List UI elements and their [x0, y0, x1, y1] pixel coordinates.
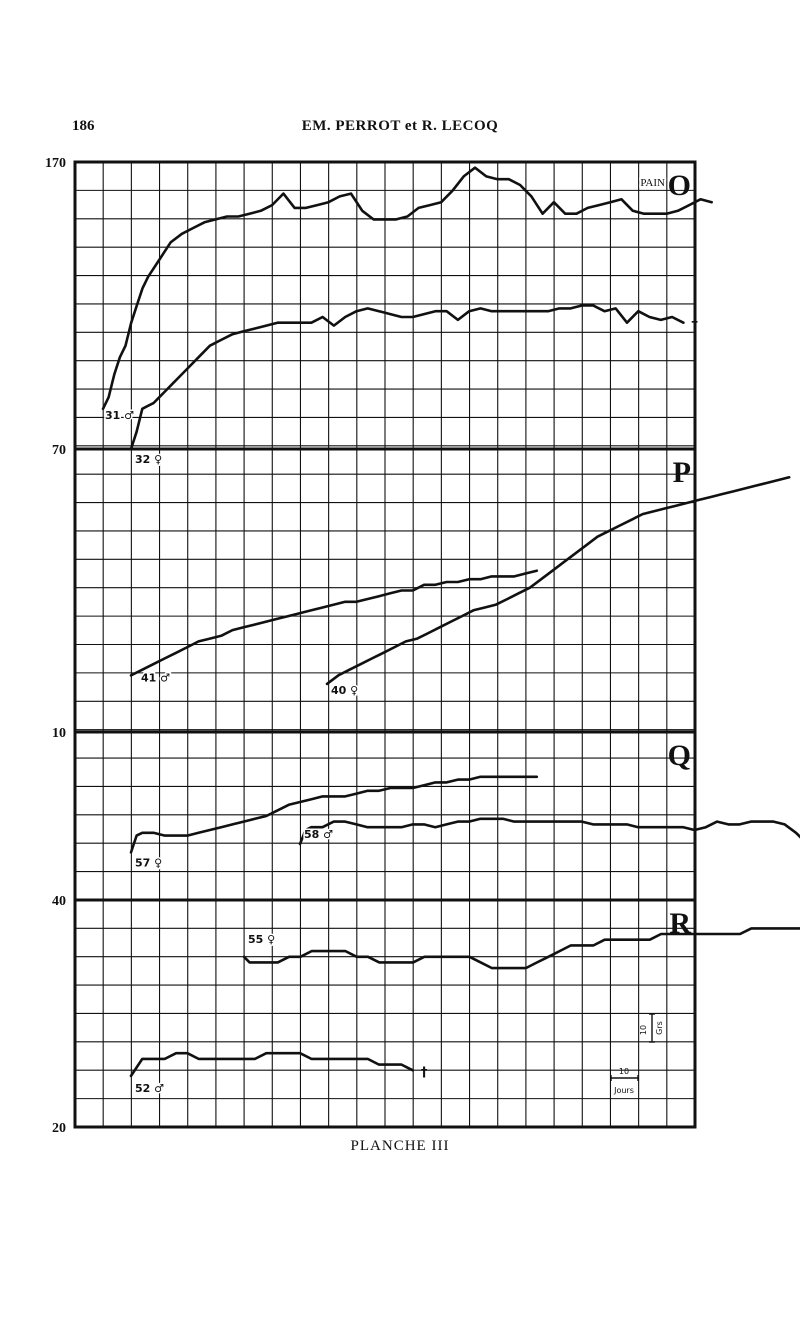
series-label: 58 ♂ — [304, 828, 333, 841]
panel-annotation: PAIN — [640, 177, 665, 189]
series-line — [129, 1051, 415, 1078]
panel-label: Q — [668, 739, 691, 772]
weight-scale-value: 10 — [639, 1025, 648, 1035]
y-tick-label: 20 — [52, 1121, 66, 1136]
weight-scale-unit: Grs — [655, 1021, 664, 1035]
series-line — [242, 927, 800, 970]
series-line — [129, 304, 685, 451]
y-axis-ticks: 170 70 10 40 20 — [45, 156, 66, 1136]
panel-label: R — [669, 907, 691, 940]
series-line — [325, 476, 791, 686]
series-line — [129, 569, 539, 677]
y-tick-label: 40 — [52, 894, 66, 909]
panel-q: Q57 ♀58 ♂† — [129, 739, 800, 871]
series-label: 41 ♂ — [141, 671, 170, 684]
series-line — [298, 817, 800, 846]
death-mark: † — [691, 318, 698, 333]
panel-label: P — [673, 456, 691, 489]
series-label: 55 ♀ — [248, 933, 275, 946]
page-header: 186 EM. PERROT et R. LECOQ — [0, 118, 800, 140]
panel-r: R 55 ♀ 52 ♂ † — [129, 907, 800, 1096]
outer-border — [73, 160, 697, 1129]
plate-caption: PLANCHE III — [350, 1138, 450, 1154]
series-label: 31 ♂ — [105, 409, 134, 422]
series-line — [101, 166, 713, 411]
series-label: 57 ♀ — [135, 856, 162, 869]
y-tick-label: 170 — [45, 156, 66, 171]
death-mark: † — [421, 1065, 428, 1080]
panel-p: P 41 ♂ 40 ♀ — [129, 456, 791, 698]
series-label: 32 ♀ — [135, 453, 162, 466]
y-tick-label: 70 — [52, 443, 66, 458]
time-scale-unit: Jours — [613, 1086, 634, 1095]
chart-frame — [73, 160, 697, 1129]
running-head: EM. PERROT et R. LECOQ — [301, 118, 499, 134]
panel-label: O — [668, 169, 691, 202]
chart-grid — [74, 161, 696, 1128]
y-tick-label: 10 — [52, 726, 66, 741]
series-label: 52 ♂ — [135, 1082, 164, 1095]
page-number: 186 — [72, 118, 95, 134]
series-label: 40 ♀ — [331, 684, 358, 697]
time-scale-value: 10 — [619, 1067, 629, 1076]
scale-markers: 10 Grs 10 Jours — [610, 1013, 664, 1095]
series-line — [129, 775, 539, 854]
